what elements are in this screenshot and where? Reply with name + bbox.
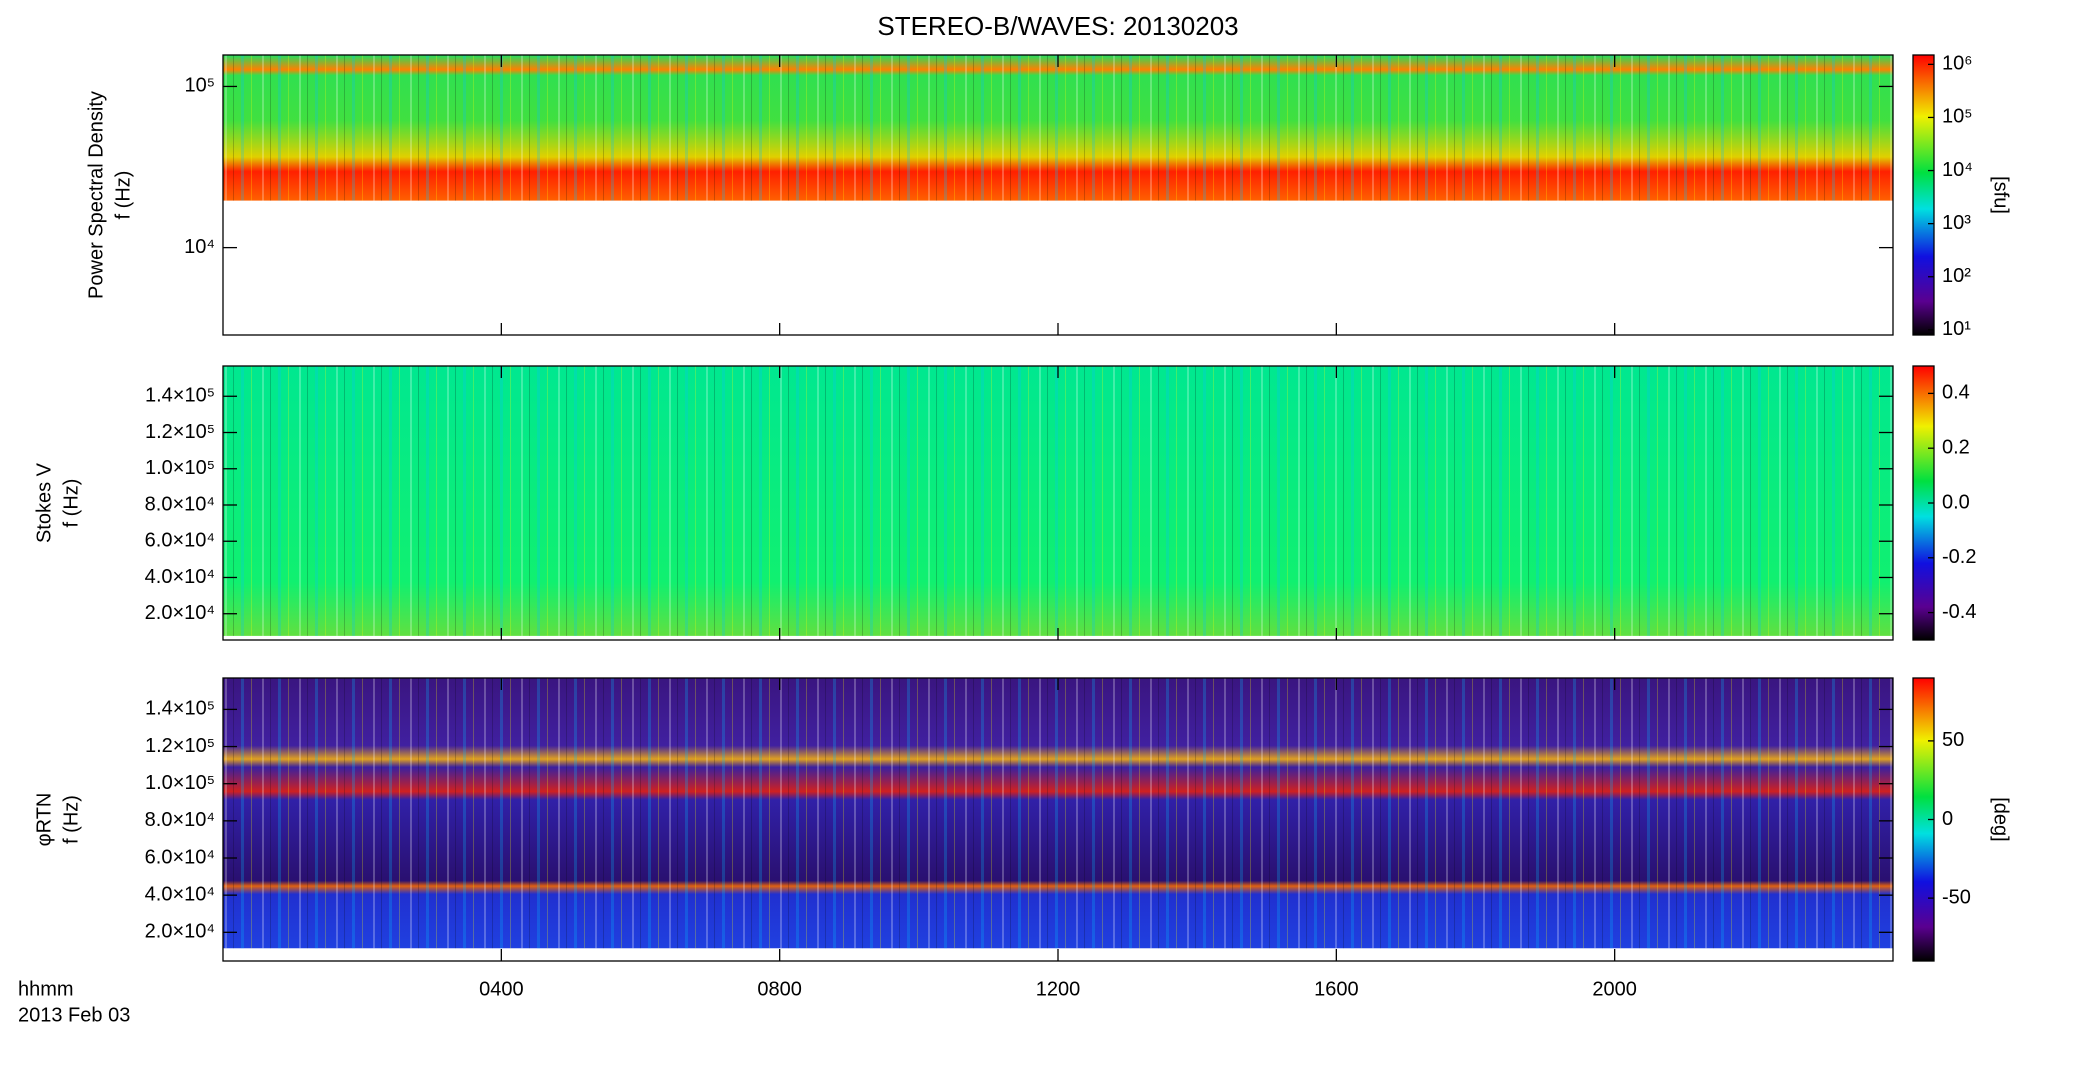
y-tick-label: 10⁴: [184, 236, 215, 258]
y-tick-label: 1.4×10⁵: [145, 385, 215, 407]
x-tick-label: 0800: [757, 978, 802, 1000]
y-tick-label: 1.0×10⁵: [145, 457, 215, 479]
colorbar-tick-label: 0.0: [1942, 491, 1970, 513]
colorbar-tick-label: 0: [1942, 808, 1953, 830]
spectrogram-texture: [223, 678, 1893, 949]
colorbar-tick-label: 10²: [1942, 265, 1971, 287]
y-tick-label: 1.0×10⁵: [145, 772, 215, 794]
x-tick-label: 1200: [1036, 978, 1081, 1000]
colorbar-tick-label: 10⁶: [1942, 53, 1972, 75]
colorbar-tick-label: 10¹: [1942, 318, 1971, 340]
y-tick-label: 4.0×10⁴: [145, 566, 215, 588]
y-tick-label: 2.0×10⁴: [145, 602, 215, 624]
colorbar-tick-label: 10³: [1942, 212, 1971, 234]
colorbar: [1912, 54, 1935, 336]
y-tick-label: 4.0×10⁴: [145, 883, 215, 905]
colorbar-tick-label: 10⁴: [1942, 159, 1973, 181]
y-axis-label: Power Spectral Density: [85, 91, 107, 299]
y-axis-label: f (Hz): [112, 171, 134, 220]
colorbar-tick-label: -0.2: [1942, 546, 1976, 568]
y-axis-label: f (Hz): [60, 479, 82, 528]
x-tick-label: 0400: [479, 978, 524, 1000]
colorbar-tick-label: -0.4: [1942, 601, 1976, 623]
y-tick-label: 6.0×10⁴: [145, 530, 215, 552]
colorbar-tick-label: 50: [1942, 729, 1964, 751]
y-tick-label: 8.0×10⁴: [145, 809, 215, 831]
colorbar-label: [deg]: [1990, 797, 2012, 841]
colorbar-tick-label: -50: [1942, 886, 1971, 908]
y-tick-label: 1.4×10⁵: [145, 698, 215, 720]
spectrogram-texture: [223, 55, 1893, 201]
y-axis-label: Stokes V: [33, 462, 55, 543]
y-axis-label: φRTN: [33, 793, 55, 847]
y-axis-label: f (Hz): [60, 795, 82, 844]
x-tick-label: 1600: [1314, 978, 1359, 1000]
y-tick-label: 8.0×10⁴: [145, 493, 215, 515]
colorbar-tick-label: 0.4: [1942, 382, 1970, 404]
colorbar-tick-label: 0.2: [1942, 436, 1970, 458]
y-tick-label: 6.0×10⁴: [145, 846, 215, 868]
y-tick-label: 1.2×10⁵: [145, 735, 215, 757]
date-label: 2013 Feb 03: [18, 1004, 130, 1026]
x-tick-label: 2000: [1592, 978, 1637, 1000]
spectrogram-texture: [223, 366, 1893, 636]
chart-title: STEREO-B/WAVES: 20130203: [877, 11, 1238, 41]
y-tick-label: 1.2×10⁵: [145, 421, 215, 443]
x-axis-label: hhmm: [18, 978, 74, 1000]
y-tick-label: 2.0×10⁴: [145, 921, 215, 943]
colorbar-tick-label: 10⁵: [1942, 106, 1973, 128]
y-tick-label: 10⁵: [184, 75, 215, 97]
colorbar-label: [sfu]: [1990, 176, 2012, 214]
